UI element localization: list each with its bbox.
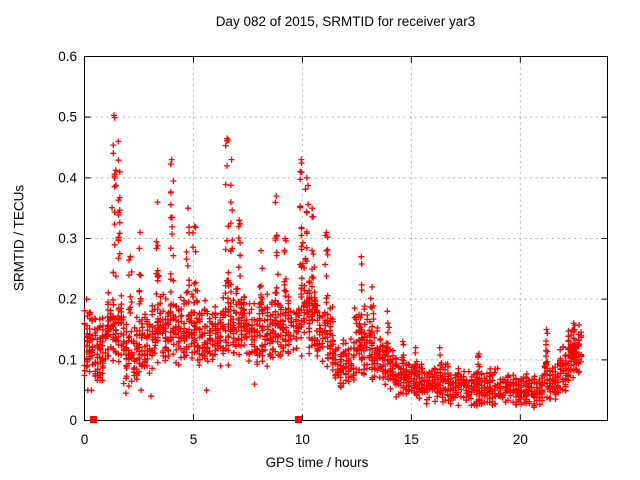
y-tick-label: 0.6 <box>58 49 77 64</box>
axis-ticks <box>84 56 608 421</box>
chart-title: Day 082 of 2015, SRMTID for receiver yar… <box>215 14 476 29</box>
x-tick-label: 0 <box>81 432 89 447</box>
y-tick-label: 0.2 <box>58 292 77 307</box>
x-tick-label: 10 <box>295 432 310 447</box>
zero-square-marker <box>89 416 97 423</box>
y-tick-label: 0 <box>69 413 77 428</box>
y-tick-label: 0.1 <box>58 352 77 367</box>
x-tick-label: 15 <box>404 432 419 447</box>
x-axis-label: GPS time / hours <box>265 455 369 470</box>
scatter-points <box>81 112 585 411</box>
y-tick-label: 0.3 <box>58 231 77 246</box>
y-tick-label: 0.4 <box>58 170 77 185</box>
zero-square-marker <box>294 416 302 423</box>
y-tick-label: 0.5 <box>58 110 77 125</box>
x-tick-label: 20 <box>513 432 528 447</box>
gridlines <box>84 56 608 421</box>
x-tick-label: 5 <box>190 432 198 447</box>
